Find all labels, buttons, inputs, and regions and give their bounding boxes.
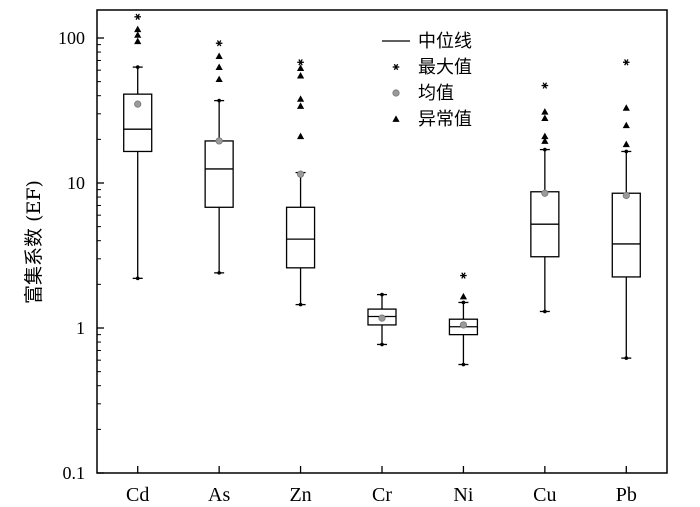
outlier-marker (622, 121, 630, 129)
outlier-marker (134, 25, 142, 33)
max-star-stroke (624, 59, 629, 66)
max-star-stroke (542, 82, 548, 89)
x-tick-label: Ni (453, 484, 473, 506)
outlier-marker (134, 31, 142, 38)
whisker-low-dot (380, 342, 384, 347)
whisker-high-dot (217, 98, 221, 103)
mean-marker (622, 191, 630, 200)
box-pb (611, 59, 641, 360)
x-tick-label: Zn (289, 484, 311, 506)
outlier-marker (622, 104, 630, 111)
box-cd (123, 13, 153, 281)
outlier-marker (134, 37, 142, 45)
y-tick-label: 10 (67, 173, 85, 193)
whisker-low-dot (624, 356, 629, 360)
max-star-stroke (216, 40, 222, 47)
legend-item-median: 中位线 (382, 31, 472, 52)
whisker-high-dot (135, 65, 140, 69)
whisker-high-dot (624, 149, 629, 154)
max-marker (622, 59, 630, 66)
whisker-high-dot (543, 147, 547, 152)
outlier-marker (541, 132, 549, 140)
max-marker (541, 82, 549, 89)
whisker-low-dot (217, 271, 221, 275)
mean-marker (459, 321, 468, 329)
mean-marker (296, 170, 305, 178)
legend-label: 最大值 (418, 57, 472, 78)
x-axis: Cd As Zn Cr Ni Cu Pb (126, 466, 637, 506)
outlier-marker (622, 140, 630, 148)
mean-marker (215, 137, 223, 145)
outlier-marker (296, 95, 305, 102)
outlier-marker (296, 64, 305, 71)
outlier-marker (296, 102, 305, 109)
max-marker (215, 40, 223, 47)
legend-item-mean: 均值 (392, 83, 454, 104)
x-tick-label: As (208, 484, 230, 506)
iqr-box (204, 140, 234, 208)
boxes-layer (123, 13, 641, 367)
box-as (204, 40, 234, 275)
y-axis-label: 富集系数 (EF) (23, 180, 45, 304)
whisker-low-dot (135, 276, 140, 281)
legend-item-max: 最大值 (392, 57, 472, 78)
box-ni (448, 272, 479, 367)
outlier-marker (215, 63, 223, 70)
max-star-stroke (393, 63, 399, 71)
whisker-high-dot (380, 292, 384, 297)
outlier-marker (215, 52, 223, 59)
legend-label: 中位线 (418, 31, 472, 52)
whisker-high-dot (461, 300, 466, 305)
legend-mean-swatch (392, 89, 400, 97)
box-zn (285, 59, 316, 307)
max-marker (460, 272, 467, 279)
outlier-marker (215, 75, 223, 83)
whisker-low-dot (543, 309, 547, 314)
box-cu (530, 82, 560, 314)
mean-marker (134, 100, 142, 108)
legend-label: 均值 (418, 83, 454, 104)
y-tick-label: 1 (76, 318, 85, 338)
whisker-low-dot (298, 302, 303, 307)
box-cr (367, 292, 397, 347)
legend-label: 异常值 (418, 109, 472, 130)
x-tick-label: Pb (616, 484, 637, 506)
x-tick-label: Cr (372, 484, 392, 506)
legend-item-outlier: 异常值 (392, 109, 472, 130)
x-tick-label: Cu (533, 484, 556, 506)
max-marker (134, 13, 142, 20)
outlier-marker (459, 292, 468, 300)
max-marker (297, 59, 304, 66)
mean-marker (541, 189, 549, 197)
y-tick-label: 0.1 (63, 463, 86, 483)
outlier-marker (541, 114, 549, 122)
outlier-marker (541, 108, 549, 115)
iqr-box (611, 192, 641, 278)
whisker-low-dot (461, 362, 466, 367)
max-star-stroke (461, 272, 466, 279)
max-star-stroke (298, 59, 303, 66)
mean-marker (378, 314, 386, 322)
outlier-marker (296, 132, 305, 140)
outlier-marker (541, 137, 549, 144)
iqr-box (285, 206, 316, 269)
plot-frame (96, 9, 668, 474)
max-star-stroke (135, 13, 140, 20)
outlier-marker (296, 72, 305, 79)
x-tick-label: Cd (126, 484, 149, 506)
y-tick-label: 100 (58, 28, 85, 48)
y-axis: 0.1 1 10 100 (58, 28, 104, 483)
legend-outlier-swatch (392, 115, 400, 122)
legend-max-swatch (392, 63, 400, 71)
